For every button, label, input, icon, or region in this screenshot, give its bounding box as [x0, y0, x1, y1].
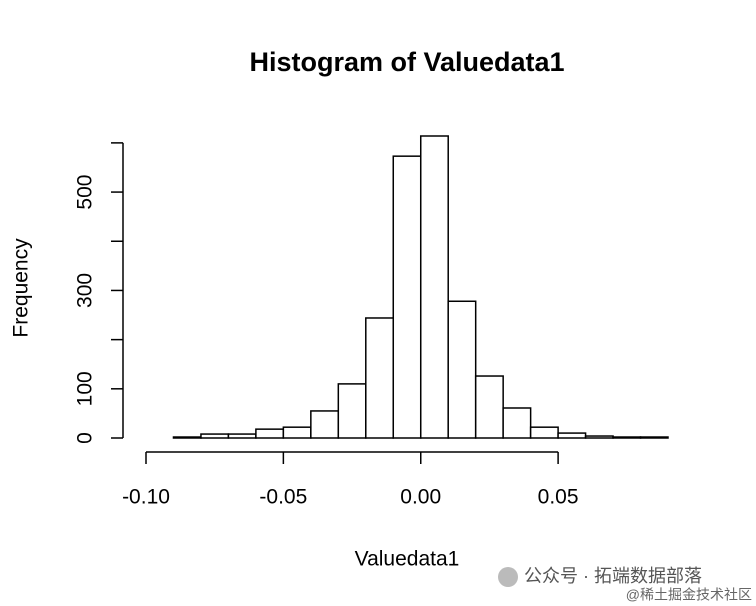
- x-tick-label: 0.05: [538, 486, 579, 509]
- bar: [474, 375, 504, 439]
- watermark-icon: [498, 567, 518, 587]
- y-tick-label: 0: [74, 432, 97, 444]
- bar: [557, 432, 587, 439]
- x-tick-label: -0.10: [122, 486, 170, 509]
- bar: [200, 433, 230, 439]
- bar: [392, 155, 422, 439]
- bar: [227, 433, 257, 439]
- bar: [255, 428, 285, 439]
- y-tick-label: 300: [74, 273, 97, 308]
- bar: [529, 426, 559, 439]
- x-tick-label: -0.05: [259, 486, 307, 509]
- watermark: @稀土掘金技术社区: [626, 587, 752, 603]
- bar: [584, 435, 614, 439]
- bar: [282, 426, 312, 439]
- bar: [639, 436, 669, 439]
- bar: [337, 383, 367, 439]
- watermark: 公众号 · 拓端数据部落: [524, 566, 702, 586]
- x-tick-label: 0.00: [400, 486, 441, 509]
- bar: [612, 436, 642, 439]
- bar: [419, 135, 449, 439]
- bar: [365, 317, 395, 439]
- y-tick-label: 500: [74, 175, 97, 210]
- y-axis-label: Frequency: [10, 238, 33, 338]
- bar: [172, 436, 202, 439]
- bar: [502, 407, 532, 439]
- bar: [310, 410, 340, 439]
- x-axis-label: Valuedata1: [355, 548, 460, 571]
- chart-title: Histogram of Valuedata1: [249, 47, 564, 77]
- y-tick-label: 100: [74, 371, 97, 406]
- bar: [447, 300, 477, 439]
